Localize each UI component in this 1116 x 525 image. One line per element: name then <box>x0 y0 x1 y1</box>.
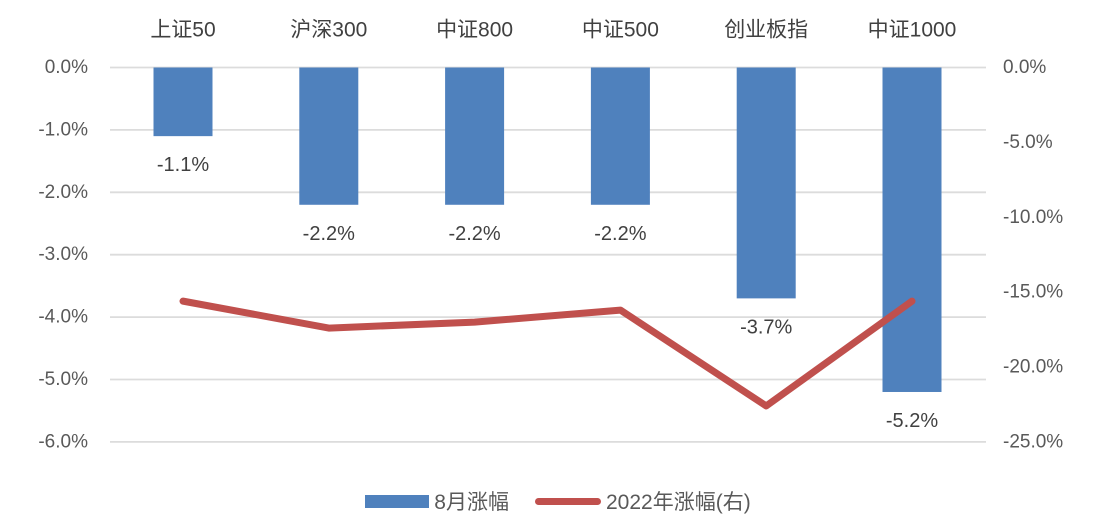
line-series <box>179 297 916 410</box>
line-series-swatch <box>534 497 601 505</box>
right-axis-tick-label: -25.0% <box>1003 431 1063 452</box>
bar-data-label: -2.2% <box>448 223 500 245</box>
right-axis-tick-label: 0.0% <box>1003 57 1046 78</box>
bar-data-label: -3.7% <box>740 316 792 338</box>
right-axis-tick-label: -20.0% <box>1003 357 1063 378</box>
bar <box>736 67 796 299</box>
bar <box>590 67 650 205</box>
bar <box>445 67 505 205</box>
left-axis-tick-label: -2.0% <box>38 182 88 203</box>
bar-series-swatch <box>365 494 430 508</box>
category-label: 上证50 <box>150 19 215 42</box>
chart-legend: 8月涨幅 2022年涨幅(右) <box>0 487 1116 515</box>
bar-data-label: -5.2% <box>886 410 938 432</box>
right-axis-tick-label: -10.0% <box>1003 207 1063 228</box>
category-label: 中证800 <box>436 19 513 42</box>
bar <box>882 67 942 392</box>
left-axis-tick-label: -1.0% <box>38 119 88 140</box>
bar-data-label: -2.2% <box>303 223 355 245</box>
left-axis-tick-label: -6.0% <box>38 431 88 452</box>
right-axis-tick-label: -5.0% <box>1003 132 1053 153</box>
category-label: 沪深300 <box>290 19 367 42</box>
category-label: 中证500 <box>582 19 659 42</box>
left-axis-tick-label: 0.0% <box>45 57 88 78</box>
left-axis-tick-label: -4.0% <box>38 307 88 328</box>
left-axis-tick-label: -3.0% <box>38 244 88 265</box>
line-series-label: 2022年涨幅(右) <box>605 491 751 514</box>
category-label: 中证1000 <box>868 19 957 42</box>
legend-item-bar-series: 8月涨幅 <box>365 486 509 516</box>
bar-data-label: -1.1% <box>157 154 209 176</box>
bar <box>299 67 359 205</box>
legend-item-line-series: 2022年涨幅(右) <box>534 486 751 516</box>
right-axis-tick-label: -15.0% <box>1003 282 1063 303</box>
bar-data-label: -2.2% <box>594 223 646 245</box>
bar <box>153 67 213 137</box>
category-label: 创业板指 <box>724 19 808 42</box>
bar-series-label: 8月涨幅 <box>434 491 509 514</box>
left-axis-tick-label: -5.0% <box>38 369 88 390</box>
